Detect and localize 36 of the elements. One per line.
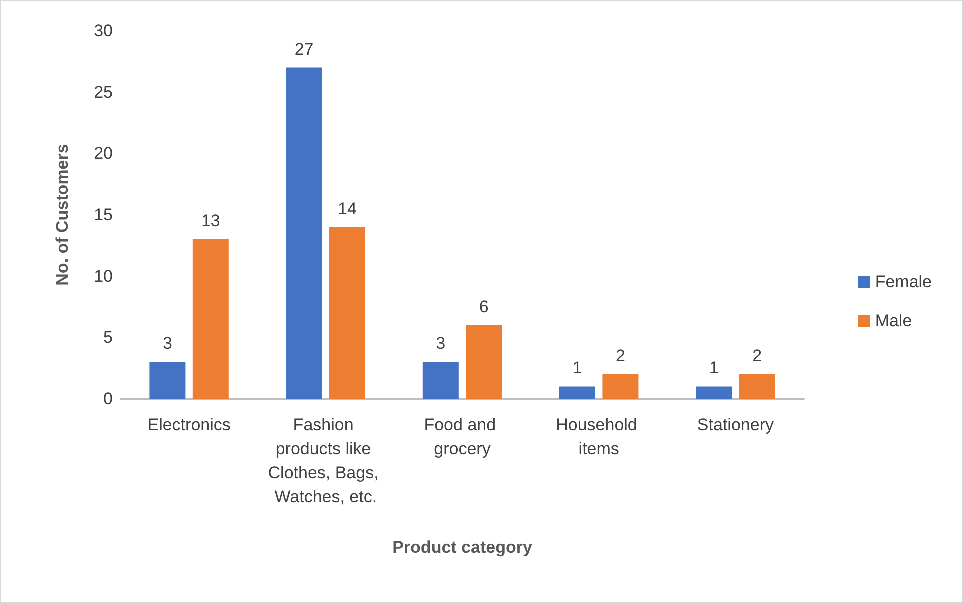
bar — [466, 325, 502, 399]
data-label: 1 — [572, 358, 582, 378]
data-label: 2 — [752, 346, 762, 366]
bar — [739, 374, 776, 399]
y-axis-title: No. of Customers — [53, 144, 72, 286]
bar — [602, 374, 639, 399]
data-label: 6 — [479, 297, 489, 316]
data-label: 13 — [201, 212, 220, 231]
bar — [286, 68, 322, 399]
bar — [192, 240, 229, 399]
y-tick-label: 5 — [104, 328, 113, 348]
data-label: 3 — [436, 334, 446, 354]
y-tick-label: 30 — [94, 22, 113, 40]
legend-label: Female — [875, 272, 932, 292]
y-tick-label: 25 — [94, 82, 113, 102]
x-axis-title: Product category — [392, 538, 533, 557]
data-label: 27 — [294, 40, 314, 59]
x-tick-label: Household items — [556, 416, 642, 458]
y-tick-label: 20 — [94, 144, 113, 164]
y-tick-label: 15 — [94, 206, 113, 224]
bar — [422, 362, 459, 399]
legend-label: Male — [875, 312, 912, 330]
x-tick-label: Stationery — [697, 416, 774, 434]
data-label: 1 — [709, 358, 719, 378]
x-tick-label: Electronics — [148, 416, 231, 434]
data-label: 3 — [162, 334, 172, 354]
y-tick-label: 10 — [94, 266, 113, 286]
data-label: 2 — [616, 346, 626, 366]
bar — [696, 386, 732, 399]
x-tick-label: Food and grocery — [424, 416, 501, 458]
bar — [330, 227, 366, 399]
x-tick-label: Fashion products like Clothes, Bags, Watches, etc. — [268, 416, 384, 506]
data-label: 14 — [338, 199, 357, 218]
y-tick-label: 0 — [104, 390, 113, 408]
bar — [150, 362, 186, 399]
bar — [560, 386, 596, 399]
